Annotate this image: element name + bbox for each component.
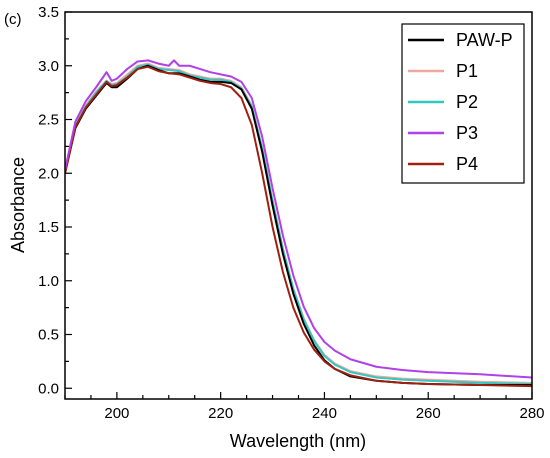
series-line-p3 <box>65 59 532 379</box>
y-tick-label: 2.5 <box>38 112 59 129</box>
x-tick-label: 220 <box>208 405 233 422</box>
y-tick-label: 3.5 <box>38 4 59 21</box>
panel-label: (c) <box>4 11 22 28</box>
y-tick-label: 0.5 <box>38 327 59 344</box>
y-tick-label: 2.0 <box>38 165 59 182</box>
x-tick-label: 280 <box>519 405 544 422</box>
legend-label-p4: P4 <box>456 154 478 174</box>
legend-label-p3: P3 <box>456 123 478 143</box>
legend-label-p1: P1 <box>456 61 478 81</box>
y-tick-label: 1.5 <box>38 219 59 236</box>
x-axis-title: Wavelength (nm) <box>230 431 366 451</box>
x-tick-label: 240 <box>312 405 337 422</box>
series-line-p2 <box>65 63 532 385</box>
y-tick-label: 0.0 <box>38 380 59 397</box>
legend-box <box>401 23 525 184</box>
legend-label-paw-p: PAW-P <box>456 30 513 50</box>
legend: PAW-P P1 P2 P3 P4 <box>401 23 525 184</box>
x-tick-label: 200 <box>104 405 129 422</box>
legend-label-p2: P2 <box>456 92 478 112</box>
y-axis-title: Absorbance <box>8 157 28 253</box>
series-line-p4 <box>65 65 532 388</box>
y-tick-label: 3.0 <box>38 58 59 75</box>
y-tick-label: 1.0 <box>38 273 59 290</box>
x-tick-label: 260 <box>416 405 441 422</box>
